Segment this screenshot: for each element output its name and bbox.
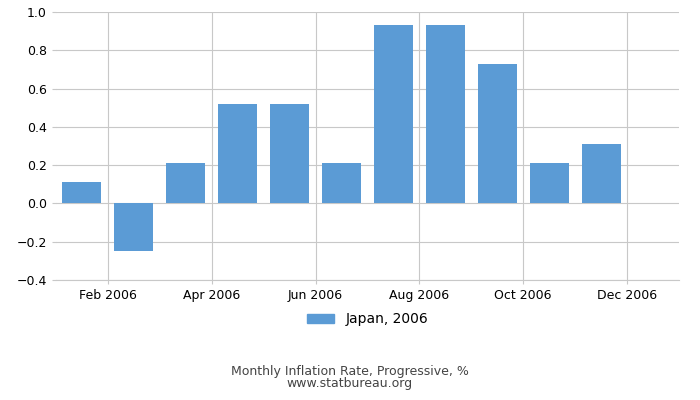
Bar [62,182,102,204]
Bar [270,104,309,204]
Bar [478,64,517,204]
Bar [426,25,465,204]
Bar [530,163,568,204]
Bar [322,163,361,204]
Text: Monthly Inflation Rate, Progressive, %: Monthly Inflation Rate, Progressive, % [231,366,469,378]
Bar [374,25,413,204]
Legend: Japan, 2006: Japan, 2006 [301,307,434,332]
Bar [218,104,257,204]
Text: www.statbureau.org: www.statbureau.org [287,378,413,390]
Bar [114,204,153,251]
Bar [167,163,205,204]
Bar [582,144,621,204]
